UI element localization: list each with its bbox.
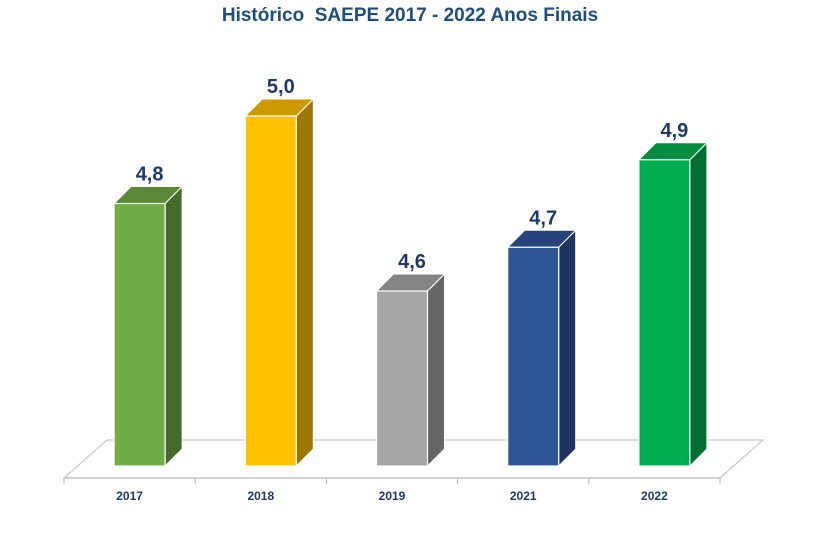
bar-2019 [375, 272, 446, 468]
value-label-2022: 4,9 [660, 120, 688, 142]
value-label-2017: 4,8 [136, 164, 164, 186]
bar-2018 [244, 97, 315, 468]
bar-side-face [427, 272, 445, 468]
value-label-2019: 4,6 [398, 251, 426, 273]
bar-front-face [638, 159, 691, 467]
bar-2021 [506, 229, 577, 468]
bar-side-face [689, 141, 708, 468]
bar-front-face [113, 202, 166, 467]
x-tick-label-2022: 2022 [641, 489, 668, 503]
bar-front-face [507, 246, 560, 467]
bar-2017 [112, 185, 184, 468]
bar-2022 [637, 141, 709, 468]
tick-labels-group: 2017 2018 2019 2021 2022 [116, 489, 668, 503]
value-labels-group: 4,8 5,0 4,6 4,7 4,9 [136, 76, 689, 273]
x-tick-label-2019: 2019 [379, 489, 406, 503]
bars-group [112, 97, 709, 468]
x-tick-label-2018: 2018 [247, 489, 274, 503]
bar-side-face [558, 229, 577, 468]
x-axis-ticks [63, 478, 721, 484]
chart-title: Histórico SAEPE 2017 - 2022 Anos Finais [222, 5, 598, 26]
bar-front-face [244, 115, 297, 467]
bar-side-face [295, 97, 314, 468]
value-label-2018: 5,0 [267, 76, 295, 98]
x-tick-label-2017: 2017 [116, 489, 143, 503]
bar-front-face [375, 290, 429, 467]
bar-side-face [164, 185, 183, 468]
x-tick-label-2021: 2021 [510, 489, 537, 503]
value-label-2021: 4,7 [529, 207, 557, 229]
